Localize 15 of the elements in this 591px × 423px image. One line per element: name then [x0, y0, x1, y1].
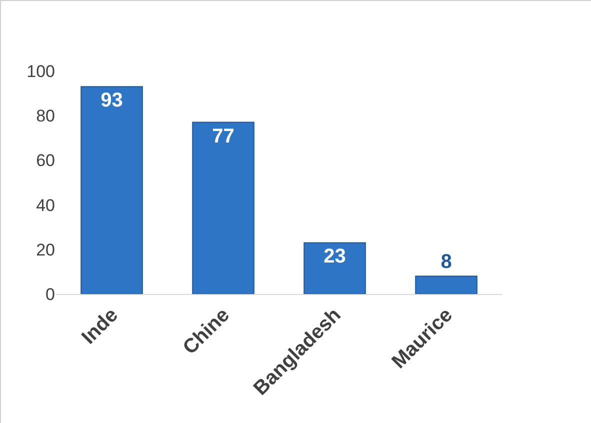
bar: [192, 122, 254, 294]
bar: [80, 86, 143, 294]
data-label: 77: [212, 125, 234, 148]
data-label: 93: [100, 90, 123, 112]
y-tick-label: 60: [36, 151, 55, 170]
bar: [415, 276, 478, 294]
data-label: 8: [440, 251, 452, 274]
bar: [304, 242, 366, 294]
data-label: 23: [324, 246, 346, 268]
y-tick-label: 80: [36, 106, 55, 126]
y-tick-label: 40: [36, 196, 55, 215]
y-tick-label: 0: [46, 284, 55, 304]
y-tick-label: 20: [36, 240, 55, 260]
y-tick-label: 100: [26, 62, 55, 81]
x-tick-label: Inde: [78, 304, 122, 349]
